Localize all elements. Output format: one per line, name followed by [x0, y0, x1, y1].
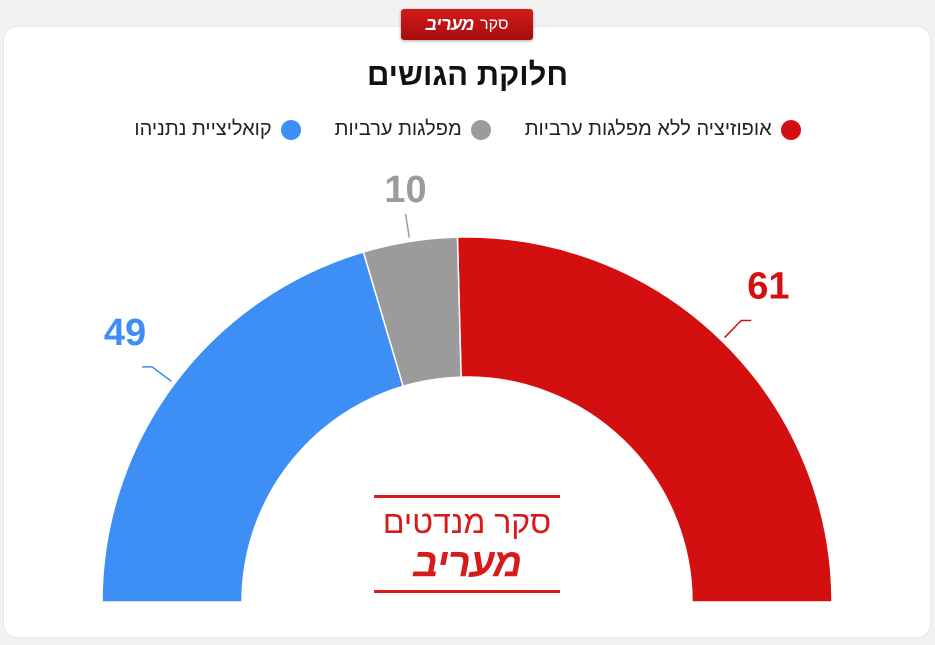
legend-label-arab-parties: מפלגות ערביות	[334, 118, 462, 140]
legend-item-opposition: אופוזיציה ללא מפלגות ערביות	[525, 118, 801, 141]
legend-item-arab-parties: מפלגות ערביות	[335, 118, 491, 141]
legend: אופוזיציה ללא מפלגות ערביות מפלגות ערביו…	[0, 118, 935, 141]
slice-opposition	[456, 236, 833, 603]
legend-swatch-coalition	[280, 119, 301, 140]
logo-rule-top	[374, 495, 560, 498]
legend-item-coalition: קואליציית נתניהו	[134, 118, 301, 141]
chart-title: חלוקת הגושים	[366, 57, 569, 92]
center-logo: סקר מנדטים מעריב	[374, 495, 560, 595]
leader-line-opposition	[723, 319, 752, 339]
value-label-coalition: 49	[104, 312, 146, 354]
value-label-arab-parties: 10	[384, 169, 426, 211]
value-label-opposition: 61	[747, 265, 789, 307]
slice-coalition	[101, 251, 405, 603]
legend-swatch-arab-parties	[470, 119, 491, 140]
legend-label-opposition: אופוזיציה ללא מפלגות ערביות	[524, 118, 772, 140]
legend-swatch-opposition	[780, 119, 801, 140]
badge-brand: מעריב	[425, 14, 475, 34]
logo-rule-bottom	[374, 590, 560, 593]
leader-line-arab-parties	[404, 213, 411, 238]
badge-word: סקר	[480, 15, 509, 33]
logo-survey-text: סקר מנדטים	[382, 504, 552, 540]
maariv-poll-badge: סקר מעריב	[401, 9, 533, 40]
leader-line-coalition	[142, 366, 172, 382]
legend-label-coalition: קואליציית נתניהו	[134, 118, 272, 140]
logo-brand-text: מעריב	[412, 541, 522, 585]
